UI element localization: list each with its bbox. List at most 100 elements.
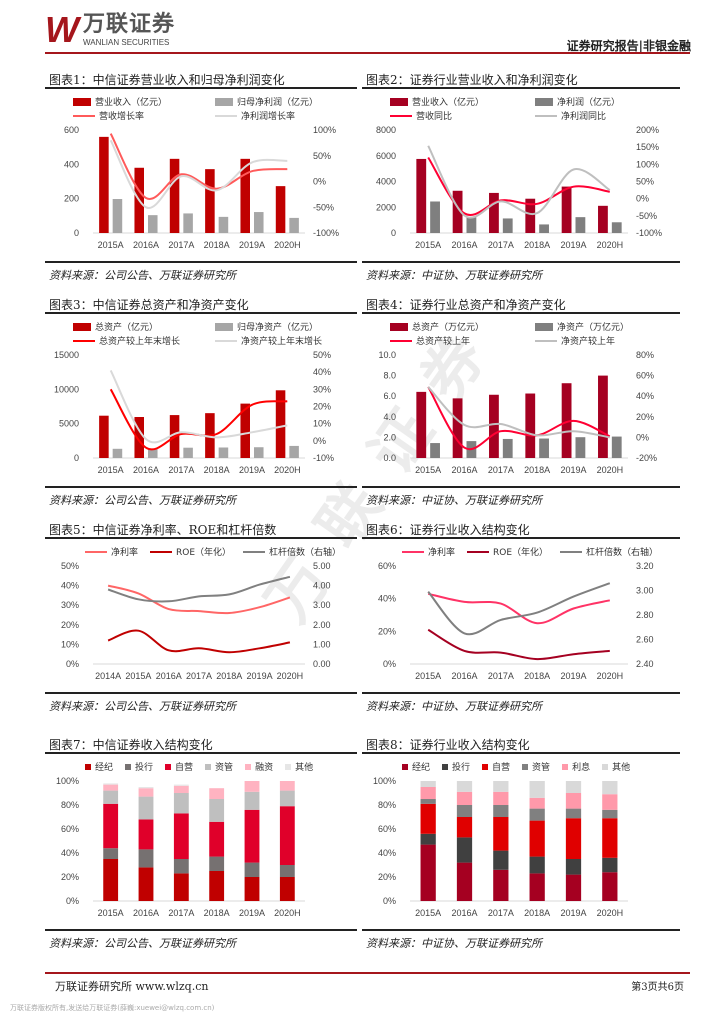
bar — [134, 417, 144, 458]
chart-panel-1: 图表1：中信证券营业收入和归母净利润变化 营业收入（亿元） 归母净利润（亿元） 营收增… — [45, 68, 357, 287]
legend-line-swatch — [390, 339, 412, 342]
x-tick-label: 2019A — [239, 465, 265, 475]
stacked-bar-segment — [493, 805, 509, 817]
y-right-tick-label: 60% — [636, 371, 654, 381]
legend-item: 投行 — [442, 760, 470, 773]
legend-label: 净利润（亿元） — [557, 98, 621, 108]
y-right-tick-label: -100% — [313, 228, 339, 238]
y-left-tick-label: 50% — [61, 561, 79, 571]
y-left-tick-label: 0 — [391, 228, 396, 238]
y-left-tick-label: 5000 — [59, 419, 79, 429]
y-left-tick-label: 6.0 — [383, 391, 396, 401]
y-left-tick-label: 40% — [378, 594, 396, 604]
y-left-tick-label: 10.0 — [378, 350, 396, 360]
y-right-tick-label: 100% — [313, 125, 336, 135]
legend-item: 其他 — [602, 760, 630, 773]
chart-title: 图表8：证券行业收入结构变化 — [362, 733, 680, 754]
legend-bar-swatch — [535, 97, 553, 106]
series-line — [427, 386, 610, 439]
bar — [99, 415, 109, 458]
legend-item: 净利润同比 — [535, 109, 680, 122]
legend-label: 其他 — [612, 763, 631, 773]
bar — [148, 448, 158, 458]
legend-line-swatch — [73, 114, 95, 117]
x-tick-label: 2017A — [488, 465, 514, 475]
stacked-bar-segment — [529, 797, 545, 809]
legend-item: 杠杆倍数（右轴） — [243, 545, 341, 558]
chart-legend: 总资产（万亿元） 净资产（万亿元） 总资产较上年 净资产较上年 — [390, 320, 680, 347]
x-tick-label: 2018A — [204, 908, 230, 918]
bar — [99, 136, 109, 233]
y-left-tick-label: 100% — [373, 776, 396, 786]
y-left-tick-label: 80% — [378, 800, 396, 810]
stacked-bar-segment — [565, 793, 582, 809]
x-tick-label: 2020H — [597, 908, 624, 918]
chart-legend: 净利率 ROE（年化） 杠杆倍数（右轴） — [85, 545, 357, 558]
legend-line-swatch — [535, 114, 557, 117]
bar — [611, 436, 622, 458]
legend-line-swatch — [402, 550, 424, 553]
legend-line-swatch — [390, 114, 412, 117]
copyright-notice: 万联证券版权所有,发送给万联证券(薛巍:xuewei@wlzq.com.cn) — [10, 1004, 215, 1012]
legend-item: 净资产（万亿元） — [535, 320, 680, 333]
chart-legend: 营业收入（亿元） 归母净利润（亿元） 营收增长率 净利润增长率 — [73, 95, 357, 122]
y-right-tick-label: 0% — [313, 177, 326, 187]
x-tick-label: 2019A — [239, 240, 265, 250]
bar — [575, 437, 586, 458]
chart-source: 资料来源：公司公告、万联证券研究所 — [45, 929, 357, 955]
y-left-tick-label: 8.0 — [383, 371, 396, 381]
y-left-tick-label: 15000 — [54, 350, 79, 360]
y-right-tick-label: 2.60 — [636, 635, 654, 645]
stacked-bar-segment — [173, 859, 189, 874]
stacked-bar-segment — [456, 862, 473, 901]
legend-item: 归母净利润（亿元） — [215, 95, 357, 108]
y-right-tick-label: 1.00 — [313, 639, 331, 649]
x-tick-label: 2018A — [216, 671, 242, 681]
x-tick-label: 2020H — [597, 671, 624, 681]
x-tick-label: 2020H — [277, 671, 304, 681]
y-right-tick-label: 3.00 — [636, 586, 654, 596]
stacked-bar-segment — [602, 809, 618, 819]
y-left-tick-label: 40% — [378, 848, 396, 858]
legend-item: 归母净资产（亿元） — [215, 320, 357, 333]
legend-bar-swatch — [522, 763, 529, 770]
legend-label: 经纪 — [412, 763, 431, 773]
bar — [218, 216, 229, 233]
chart-plot: 0% 20% 40% 60% 2.40 2.60 2.80 3.00 3.20 2015A 2016… — [378, 561, 654, 681]
x-tick-label: 2015A — [415, 465, 441, 475]
stacked-bar-segment — [209, 788, 225, 799]
stacked-bar-segment — [420, 781, 436, 787]
bar — [561, 383, 572, 458]
x-tick-label: 2016A — [451, 240, 477, 250]
header-divider — [45, 52, 690, 54]
y-right-tick-label: 80% — [636, 350, 654, 360]
x-tick-label: 2016A — [451, 465, 477, 475]
legend-label: 资管 — [532, 763, 551, 773]
legend-item: 净资产较上年 — [535, 334, 680, 347]
stacked-bar-segment — [565, 781, 582, 793]
y-right-tick-label: 50% — [636, 177, 654, 187]
x-tick-label: 2015A — [415, 671, 441, 681]
y-right-tick-label: 3.20 — [636, 561, 654, 571]
legend-label: 总资产较上年 — [416, 337, 471, 347]
stacked-bar-segment — [279, 865, 295, 877]
bar — [430, 443, 440, 458]
y-right-tick-label: 20% — [313, 402, 331, 412]
legend-item: 总资产（万亿元） — [390, 320, 535, 333]
y-left-tick-label: 6000 — [376, 151, 396, 161]
legend-item: 杠杆倍数（右轴） — [560, 545, 658, 558]
chart-legend: 经纪 投行 自营 资管 融资 其他 — [85, 760, 357, 773]
y-right-tick-label: -50% — [636, 211, 657, 221]
y-left-tick-label: 20% — [378, 626, 396, 636]
bar — [611, 222, 622, 233]
x-tick-label: 2019A — [247, 671, 273, 681]
x-tick-label: 2016A — [133, 465, 159, 475]
y-left-tick-label: 60% — [378, 824, 396, 834]
legend-item: 投行 — [125, 760, 153, 773]
chart-legend: 经纪 投行 自营 资管 利息 其他 — [402, 760, 680, 773]
legend-bar-swatch — [535, 322, 553, 331]
bar — [575, 217, 586, 233]
y-right-tick-label: 2.80 — [636, 610, 654, 620]
stacked-bar-segment — [456, 817, 473, 838]
legend-item: ROE（年化） — [467, 545, 548, 558]
